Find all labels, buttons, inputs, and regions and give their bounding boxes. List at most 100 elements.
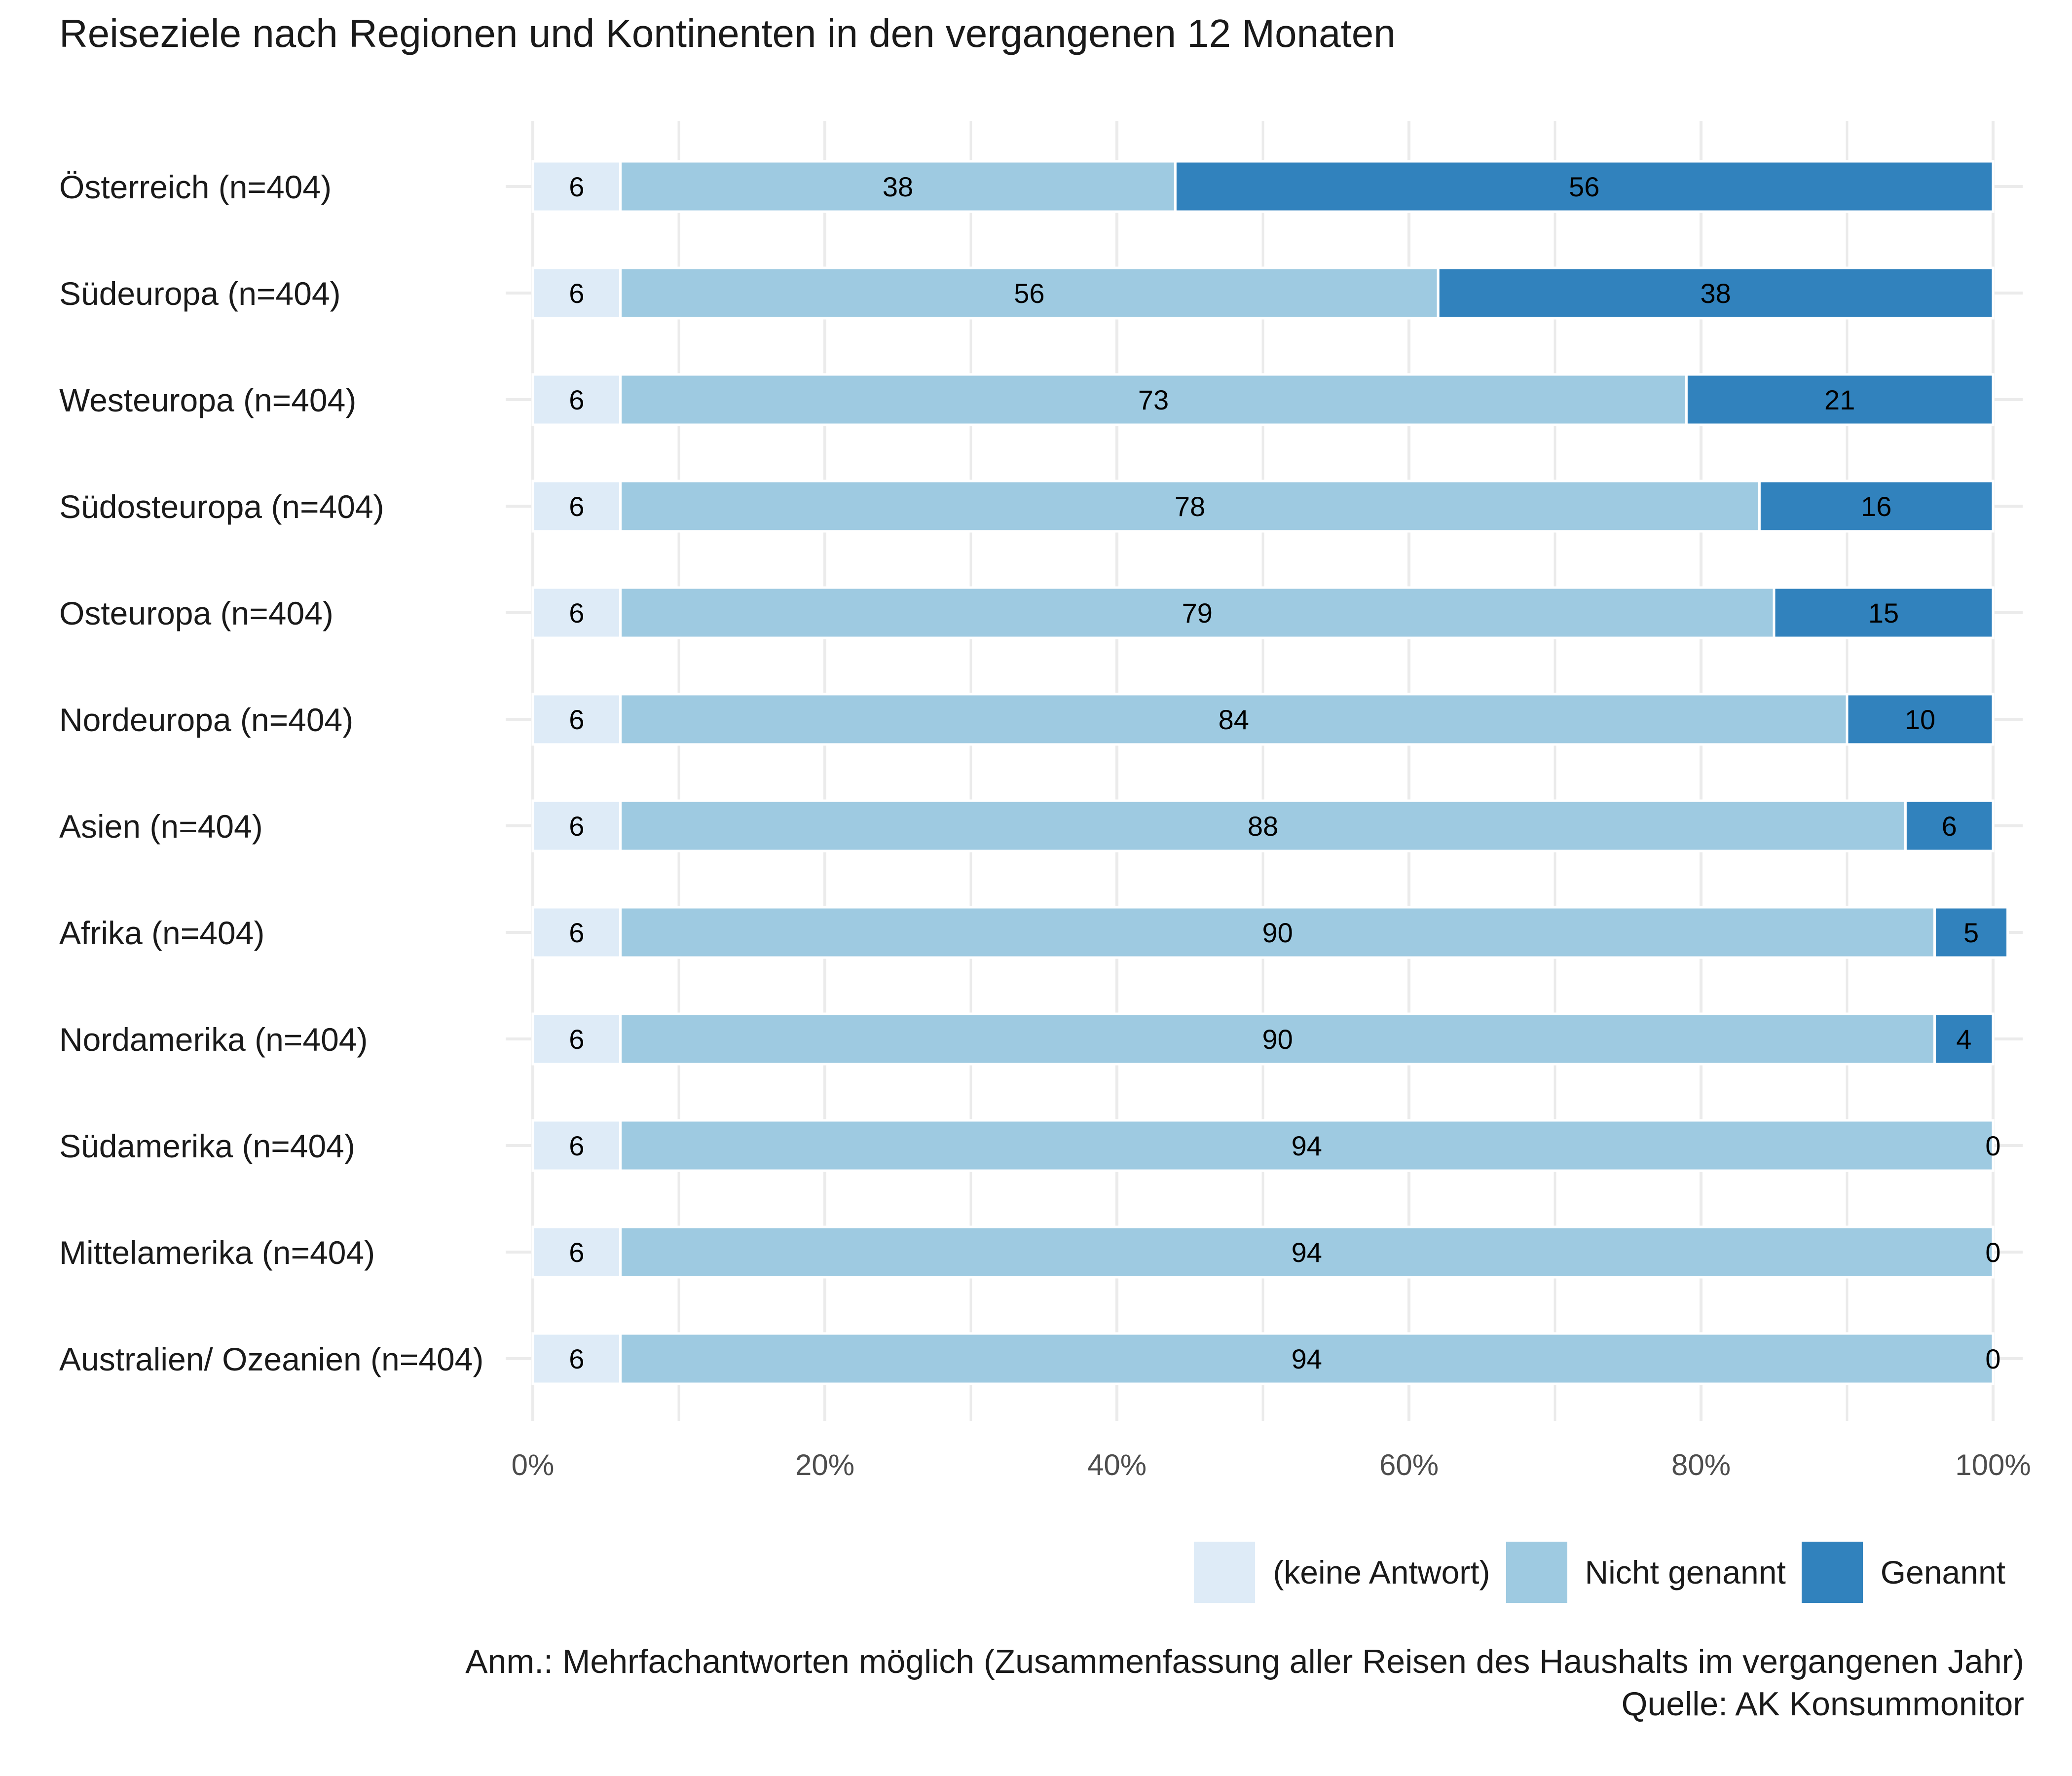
x-tick-label: 20% [795,1448,854,1481]
bar-segment [619,906,1936,959]
data-label: 94 [1292,1237,1322,1268]
category-labels: Österreich (n=404) Südeuropa (n=404) Weste… [59,169,483,1377]
bar-segment [619,480,1761,533]
legend-label-genannt: Genannt [1880,1554,2005,1591]
category-label: Nordamerika (n=404) [59,1021,368,1058]
data-label: 79 [1182,597,1213,629]
data-label: 6 [569,1343,584,1374]
data-label: 88 [1248,811,1278,842]
data-label: 6 [569,1024,584,1055]
category-label: Afrika (n=404) [59,915,264,951]
category-label: Australien/ Ozeanien (n=404) [59,1341,483,1377]
legend: (keine Antwort) Nicht genannt Genannt [1194,1542,2005,1603]
data-label: 84 [1219,704,1249,735]
bar-segment [619,160,1177,213]
bar-segment [531,266,622,320]
category-label: Nordeuropa (n=404) [59,702,353,738]
chart-plot: Österreich (n=404) Südeuropa (n=404) Weste… [59,121,2031,1481]
bar-segment [1846,693,1995,746]
category-label: Westeuropa (n=404) [59,382,356,418]
category-label: Mittelamerika (n=404) [59,1234,375,1271]
bar-segment [531,693,622,746]
data-label: 78 [1175,491,1205,522]
category-label: Südeuropa (n=404) [59,275,341,312]
bar-segment [619,373,1688,426]
data-label: 6 [569,597,584,629]
footnote-source: Quelle: AK Konsummonitor [1621,1685,2024,1723]
legend-item-nicht-genannt: Nicht genannt [1506,1542,1786,1603]
x-tick-label: 80% [1671,1448,1731,1481]
data-label: 56 [1569,171,1599,202]
category-label: Asien (n=404) [59,808,263,845]
data-label: 6 [569,278,584,309]
category-label: Österreich (n=404) [59,169,332,205]
bar-segment [1773,586,1995,639]
category-label: Südamerika (n=404) [59,1128,355,1164]
data-label: 6 [569,171,584,202]
x-tick-label: 40% [1087,1448,1147,1481]
data-label: 90 [1262,1024,1293,1055]
legend-item-genannt: Genannt [1801,1542,2005,1603]
bar-segment [531,1012,622,1066]
chart-footnote: Anm.: Mehrfachantworten möglich (Zusamme… [465,1640,2024,1725]
data-label: 73 [1138,384,1169,415]
legend-item-keine-antwort: (keine Antwort) [1194,1542,1490,1603]
data-label: 0 [1985,1130,2000,1161]
data-label: 6 [569,811,584,842]
bar-segment [1437,266,1995,320]
legend-label-keine-antwort: (keine Antwort) [1273,1554,1490,1591]
bar-segment [531,906,622,959]
data-label: 6 [569,704,584,735]
data-label: 6 [569,1237,584,1268]
bar-segment [531,160,622,213]
bar-segment [531,1119,622,1172]
data-label: 4 [1956,1024,1971,1055]
bar-segment [531,1225,622,1279]
x-tick-label: 60% [1379,1448,1439,1481]
data-label: 94 [1292,1130,1322,1161]
bar-segment [619,1332,1995,1385]
data-label: 38 [883,171,913,202]
bar-segment [619,1119,1995,1172]
bar-segment [1904,799,1995,852]
legend-label-nicht-genannt: Nicht genannt [1585,1554,1786,1591]
legend-swatch-nicht-genannt [1506,1542,1567,1603]
data-label: 5 [1963,917,1979,948]
footnote-annotation: Anm.: Mehrfachantworten möglich (Zusamme… [465,1643,2024,1680]
x-tick-label: 0% [512,1448,555,1481]
data-label: 6 [569,1130,584,1161]
data-label: 16 [1861,491,1891,522]
bar-segment [531,586,622,639]
data-label: 6 [1942,811,1957,842]
bar-segment [531,373,622,426]
bar-segment [619,586,1776,639]
bar-segment [1933,1012,1995,1066]
data-label: 90 [1262,917,1293,948]
bar-segment [619,693,1849,746]
chart-title: Reiseziele nach Regionen und Kontinenten… [59,11,1396,55]
bar-segment [531,480,622,533]
data-label: 15 [1868,597,1899,629]
data-label: 6 [569,917,584,948]
value-labels: 6 38 566 56 386 73 216 78 166 79 156 84 106 88 66 90 56 9… [569,171,2000,1374]
data-label: 94 [1292,1343,1322,1374]
bar-segment [1685,373,1995,426]
data-label: 21 [1824,384,1855,415]
x-tick-label: 100% [1955,1448,2031,1481]
legend-swatch-genannt [1801,1542,1863,1603]
data-label: 0 [1985,1343,2000,1374]
category-label: Osteuropa (n=404) [59,595,333,631]
bar-segment [531,799,622,852]
bar-segment [619,1225,1995,1279]
data-label: 56 [1014,278,1044,309]
data-label: 6 [569,491,584,522]
data-label: 10 [1905,704,1935,735]
legend-swatch-keine-antwort [1194,1542,1256,1603]
x-axis-tick-labels: 0% 20% 40% 60% 80% 100% [512,1448,2031,1481]
category-label: Südosteuropa (n=404) [59,488,384,525]
bar-segment [1933,906,2009,959]
bar-segments [531,160,2009,1385]
data-label: 6 [569,384,584,415]
bar-segment [1758,480,1995,533]
data-label: 0 [1985,1237,2000,1268]
